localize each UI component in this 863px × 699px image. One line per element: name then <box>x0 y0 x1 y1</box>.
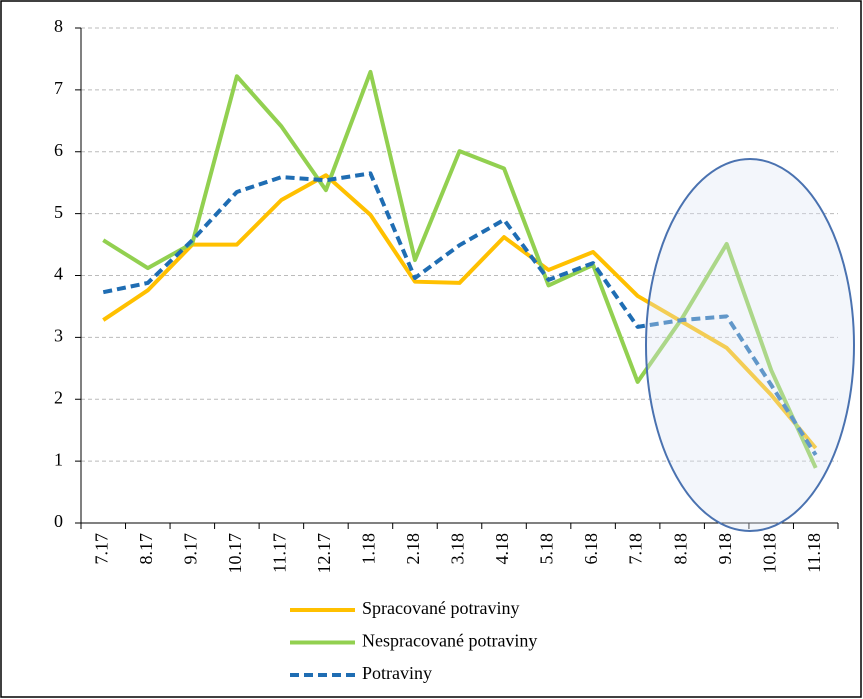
y-tick-label: 2 <box>54 387 63 407</box>
x-tick-label: 5.18 <box>537 533 557 565</box>
x-tick-label: 3.18 <box>448 533 468 565</box>
y-tick-label: 7 <box>54 78 63 98</box>
x-tick-label: 10.17 <box>225 533 245 574</box>
x-tick-label: 9.18 <box>715 533 735 565</box>
x-tick-label: 8.18 <box>670 533 690 565</box>
legend-label: Potraviny <box>362 663 432 683</box>
x-tick-label: 12.17 <box>314 533 334 574</box>
x-tick-label: 6.18 <box>581 533 601 565</box>
series-line <box>102 69 818 469</box>
x-tick-label: 11.18 <box>804 533 824 573</box>
x-tick-label: 1.18 <box>359 533 379 565</box>
plot: 0 1 2 3 4 5 6 7 8 7.17 8.17 9.17 10.17 11.17 12.17 1.18… <box>54 16 839 574</box>
y-tick-label: 8 <box>54 16 63 36</box>
y-tick-label: 0 <box>54 511 63 531</box>
x-tick-label: 8.17 <box>136 533 156 565</box>
x-tick-label: 7.18 <box>626 533 646 565</box>
x-tick-label: 7.17 <box>91 533 111 565</box>
y-tick-label: 3 <box>54 326 63 346</box>
x-tick-label: 2.18 <box>403 533 423 565</box>
series-line <box>102 173 818 450</box>
x-tick-label: 10.18 <box>759 533 779 574</box>
y-tick-label: 6 <box>54 140 63 160</box>
series-line <box>102 171 818 457</box>
x-tick-label: 9.17 <box>180 533 200 565</box>
y-tick-label: 1 <box>54 449 63 469</box>
highlight-ellipse <box>645 158 855 532</box>
y-tick-label: 5 <box>54 202 63 222</box>
y-tick-label: 4 <box>54 264 63 284</box>
x-tick-label: 4.18 <box>492 533 512 565</box>
legend-label: Nespracované potraviny <box>362 631 537 651</box>
x-tick-label: 11.17 <box>270 533 290 573</box>
legend-label: Spracované potraviny <box>362 598 519 618</box>
